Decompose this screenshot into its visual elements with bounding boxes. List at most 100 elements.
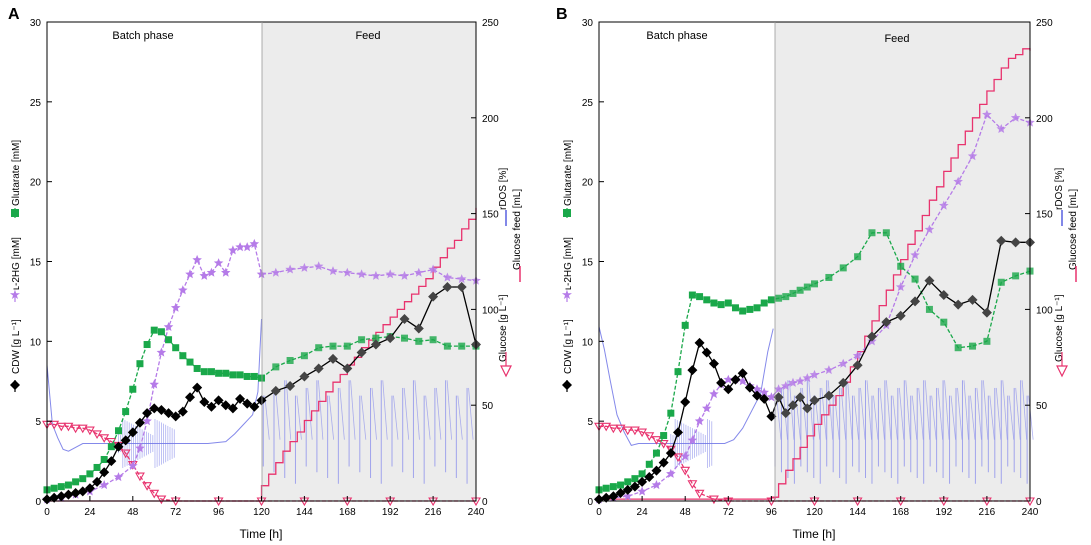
panel-b-left-legend: CDW [g L⁻¹] ʟ-2HG [mM] Glutarate [mM] (563, 140, 574, 374)
data-point-glucose (142, 482, 153, 491)
rdos-decay (339, 387, 345, 440)
data-point-l-2hg (428, 264, 438, 274)
rdos-decay (937, 387, 944, 440)
x-tick-label: 0 (44, 507, 50, 518)
panel-b-right-legend-markers (1056, 210, 1077, 378)
data-point-l-2hg (637, 486, 647, 496)
rdos-decay (866, 380, 872, 440)
data-point-glutarate (415, 337, 423, 345)
data-point-cdw (134, 417, 145, 428)
data-point-glutarate (358, 336, 366, 344)
data-point-cdw (249, 401, 260, 412)
data-point-glutarate (157, 328, 165, 336)
x-tick-label: 48 (127, 507, 139, 518)
data-point-glutarate (724, 299, 732, 307)
panel-b-ticks: 0 24 48 72 96 120 144 168 192 216 2400510152025300… (582, 18, 1053, 518)
x-tick-label: 240 (468, 507, 485, 518)
data-point-glutarate (107, 443, 115, 451)
data-point-glutarate (925, 305, 933, 313)
data-point-glucose (99, 434, 110, 443)
data-point-glucose (651, 436, 662, 445)
legend-marker-cdw (562, 380, 572, 390)
rdos-decay (264, 395, 270, 440)
data-point-glutarate (638, 470, 646, 478)
data-point-cdw (399, 313, 410, 324)
legend-cdw: CDW [g L⁻¹] (11, 319, 22, 374)
y-left-tick-label: 30 (582, 18, 594, 29)
y-left-tick-label: 30 (30, 18, 42, 29)
data-point-l-2hg (342, 267, 353, 277)
data-point-glucose (156, 495, 167, 505)
y-left-tick-label: 15 (582, 258, 594, 269)
data-point-cdw (967, 294, 978, 305)
rdos-decay (821, 387, 827, 440)
legend-glutarate: Glutarate [mM] (563, 140, 574, 206)
data-point-l-2hg (149, 379, 159, 389)
rdos-decay (435, 387, 442, 440)
data-point-glutarate (122, 408, 130, 416)
data-point-glutarate (839, 264, 847, 272)
x-tick-label: 240 (1022, 507, 1039, 518)
data-point-glutarate (602, 484, 610, 492)
data-point-cdw (56, 491, 67, 502)
data-point-l-2hg (924, 224, 935, 234)
rdos-decay (1028, 395, 1034, 440)
rdos-decay (425, 395, 431, 440)
panel-b-feed-shade (775, 22, 1030, 501)
data-point-l-2hg (752, 384, 762, 394)
data-point-l-2hg (271, 267, 281, 277)
data-point-glutarate (165, 336, 173, 344)
data-point-glutarate (272, 363, 280, 371)
data-point-l-2hg (910, 250, 920, 260)
data-point-l-2hg (228, 245, 238, 255)
data-point-cdw (673, 427, 684, 438)
legend-glucose-feed: Glucose feed [mL] (512, 189, 523, 270)
data-point-glucose (56, 422, 67, 432)
data-point-glutarate (969, 342, 977, 350)
data-point-glutarate (315, 344, 323, 352)
data-point-glutarate (443, 342, 451, 350)
y-right-tick-label: 200 (1036, 114, 1053, 125)
rdos-decay (307, 387, 313, 440)
rdos-decay (371, 387, 377, 440)
data-point-glutarate (200, 368, 208, 376)
data-point-cdw (127, 427, 138, 438)
legend-marker-glutarate (11, 209, 19, 217)
rdos-decay (1008, 395, 1015, 440)
data-point-glutarate (129, 385, 137, 393)
data-point-glutarate (50, 484, 58, 492)
data-point-glutarate (739, 307, 747, 315)
data-point-l-2hg (623, 491, 633, 501)
rdos-decay (885, 380, 892, 440)
data-point-glutarate (609, 483, 617, 491)
y-left-tick-label: 15 (30, 258, 42, 269)
data-point-cdw (370, 339, 381, 350)
data-point-l-2hg (99, 480, 109, 490)
data-point-l-2hg (242, 242, 252, 252)
panel-a-right-legend: rDOS [%] Glucose [g L⁻¹] Glucose feed [m… (498, 168, 523, 362)
data-point-glutarate (136, 360, 144, 368)
data-point-l-2hg (702, 403, 712, 413)
data-point-cdw (342, 363, 353, 374)
data-point-cdw (701, 347, 712, 358)
data-point-l-2hg (142, 416, 152, 426)
data-point-glutarate (624, 478, 632, 486)
data-point-glutarate (286, 356, 294, 364)
x-tick-label: 96 (766, 507, 778, 518)
rdos-decay (789, 380, 795, 440)
rdos-decay (873, 395, 879, 440)
data-point-cdw (938, 290, 949, 301)
data-point-glutarate (882, 229, 890, 237)
data-point-cdw (615, 488, 626, 499)
data-point-glutarate (64, 481, 72, 489)
data-point-cdw (608, 491, 619, 502)
y-right-tick-label: 50 (482, 401, 494, 412)
data-point-l-2hg (170, 302, 181, 312)
rdos-decay (776, 395, 782, 440)
data-point-cdw (723, 384, 734, 395)
legend-l2hg: ʟ-2HG [mM] (563, 237, 574, 290)
data-point-cdw (601, 492, 612, 503)
data-point-cdw (924, 275, 935, 286)
data-point-glutarate (57, 483, 65, 491)
